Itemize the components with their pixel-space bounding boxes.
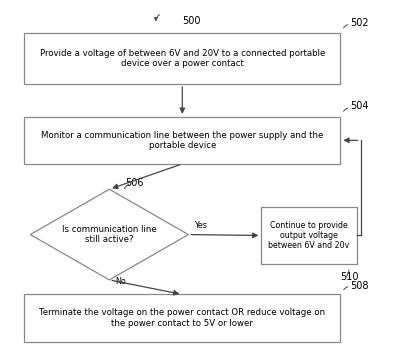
Text: 504: 504 [350, 102, 368, 111]
Text: 502: 502 [350, 18, 368, 28]
Polygon shape [30, 189, 188, 280]
FancyBboxPatch shape [24, 117, 339, 164]
Text: Yes: Yes [194, 221, 207, 230]
FancyBboxPatch shape [261, 207, 356, 264]
Text: No: No [115, 277, 126, 285]
Text: Continue to provide
output voltage
between 6V and 20v: Continue to provide output voltage betwe… [268, 221, 349, 250]
Text: 510: 510 [339, 272, 358, 282]
Text: Terminate the voltage on the power contact OR reduce voltage on
the power contac: Terminate the voltage on the power conta… [39, 308, 325, 328]
Text: 506: 506 [125, 178, 144, 187]
Text: 500: 500 [182, 16, 200, 25]
FancyBboxPatch shape [24, 33, 339, 84]
Text: Is communication line
still active?: Is communication line still active? [62, 225, 156, 244]
FancyBboxPatch shape [24, 294, 339, 341]
Text: Provide a voltage of between 6V and 20V to a connected portable
device over a po: Provide a voltage of between 6V and 20V … [40, 49, 324, 68]
Text: Monitor a communication line between the power supply and the
portable device: Monitor a communication line between the… [41, 131, 323, 150]
Text: 508: 508 [350, 281, 368, 291]
